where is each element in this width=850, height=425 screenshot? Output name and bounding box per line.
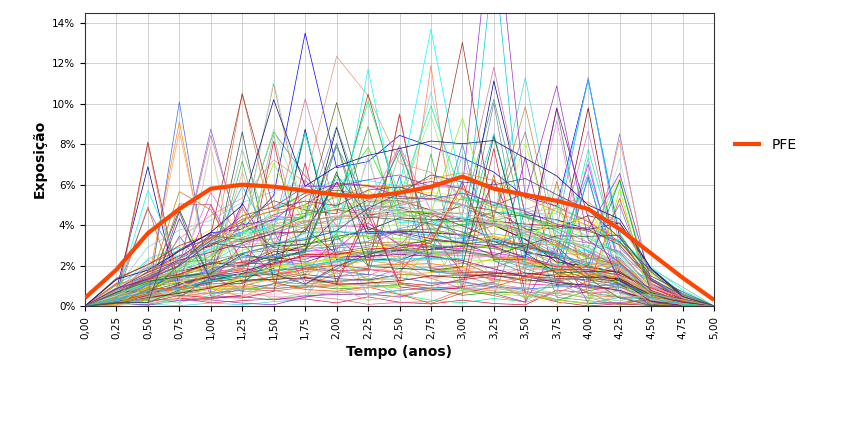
PFE (111, 267, 122, 272)
PFE (143, 231, 153, 236)
X-axis label: Tempo (anos): Tempo (anos) (347, 345, 452, 359)
PFE (174, 207, 184, 212)
PFE (80, 295, 90, 300)
PFE (332, 192, 342, 197)
Legend: PFE: PFE (728, 132, 802, 157)
PFE (363, 194, 373, 199)
Line: PFE: PFE (85, 176, 714, 300)
PFE (394, 190, 405, 196)
PFE (677, 275, 688, 280)
PFE (552, 198, 562, 204)
PFE (646, 251, 656, 256)
PFE (709, 298, 719, 303)
PFE (457, 174, 468, 179)
PFE (489, 186, 499, 191)
PFE (583, 207, 593, 212)
PFE (206, 186, 216, 191)
PFE (426, 184, 436, 189)
Y-axis label: Exposição: Exposição (32, 120, 47, 198)
PFE (520, 192, 530, 197)
PFE (269, 184, 279, 189)
PFE (237, 182, 247, 187)
PFE (300, 188, 310, 193)
PFE (615, 227, 625, 232)
